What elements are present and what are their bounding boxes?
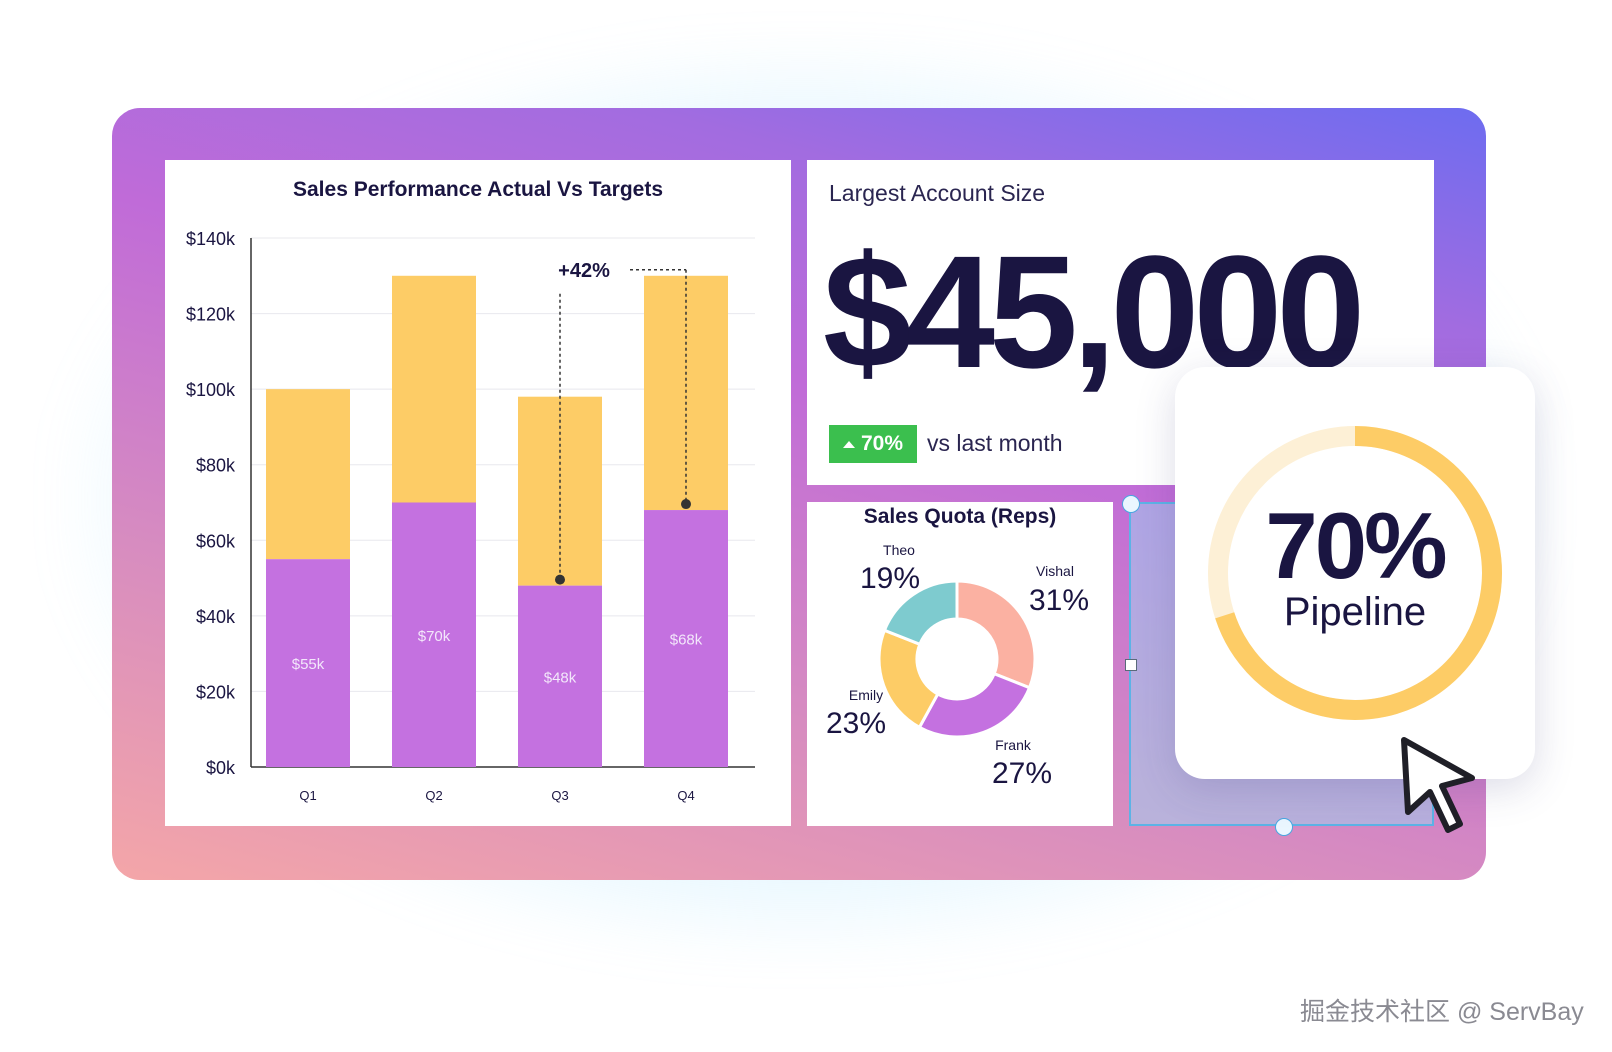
pipeline-label: Pipeline	[1283, 590, 1427, 634]
slice-percent-label: 23%	[826, 707, 886, 740]
sales-performance-panel[interactable]: Sales Performance Actual Vs Targets $0k $2…	[165, 160, 791, 826]
target-bar	[518, 396, 602, 586]
slice-name-label: Theo	[883, 542, 915, 558]
y-tick-label: $60k	[196, 531, 236, 551]
add-handle-bottom[interactable]	[1275, 818, 1293, 836]
resize-handle-left[interactable]	[1125, 659, 1137, 671]
y-tick-label: $80k	[196, 456, 236, 476]
slice-name-label: Emily	[849, 687, 883, 703]
x-tick-label: Q3	[551, 788, 568, 803]
slice-name-label: Vishal	[1036, 563, 1074, 579]
bar-data-label: $48k	[544, 669, 577, 686]
annotation-point-q4	[681, 499, 691, 510]
chart-title: Sales Performance Actual Vs Targets	[293, 178, 663, 201]
actual-bar	[266, 559, 350, 767]
quota-title: Sales Quota (Reps)	[864, 505, 1057, 528]
target-bar	[266, 389, 350, 560]
slice-frank	[917, 671, 1032, 739]
arrow-cursor-icon	[1401, 737, 1475, 833]
pipeline-progress-ring	[1208, 426, 1502, 720]
y-tick-label: $40k	[196, 607, 236, 627]
slice-name-label: Frank	[995, 737, 1032, 753]
y-tick-label: $100k	[186, 380, 236, 400]
change-text: vs last month	[927, 430, 1063, 456]
actual-bar	[392, 502, 476, 767]
account-value: $45,000	[823, 222, 1365, 401]
watermark: 掘金技术社区 @ ServBay	[1300, 998, 1584, 1026]
slice-theo	[882, 579, 959, 647]
slice-percent-label: 27%	[992, 757, 1052, 790]
y-tick-label: $20k	[196, 682, 236, 702]
slice-vishal	[955, 579, 1037, 690]
sales-performance-chart: Sales Performance Actual Vs Targets $0k $2…	[186, 178, 755, 803]
sales-quota-panel[interactable]: Sales Quota (Reps) Vishal 31% Frank 27% Emily…	[807, 502, 1113, 826]
target-bar	[644, 275, 728, 511]
annotation-point-q3	[555, 574, 565, 585]
triangle-up-icon	[842, 440, 855, 448]
pipeline-ring-progress	[1215, 426, 1502, 720]
x-tick-label: Q2	[425, 788, 442, 803]
pipeline-card[interactable]: 70% Pipeline	[1175, 367, 1535, 779]
change-value: 70%	[860, 432, 904, 455]
pipeline-percent: 70%	[1265, 493, 1447, 598]
bar-data-label: $55k	[292, 656, 325, 673]
x-tick-label: Q1	[299, 788, 316, 803]
slice-emily	[877, 628, 940, 730]
y-tick-label: $120k	[186, 305, 236, 325]
actual-bar	[518, 585, 602, 767]
account-label: Largest Account Size	[829, 180, 1046, 206]
actual-bar	[644, 510, 728, 767]
y-tick-label: $140k	[186, 229, 236, 249]
change-badge: 70%	[829, 425, 917, 463]
slice-percent-label: 19%	[860, 562, 920, 595]
bar-data-label: $68k	[670, 632, 703, 649]
move-handle[interactable]	[1122, 495, 1140, 513]
bar-data-label: $70k	[418, 628, 451, 645]
sales-quota-chart: Sales Quota (Reps) Vishal 31% Frank 27% Emily…	[826, 505, 1089, 790]
target-bar	[392, 275, 476, 503]
y-tick-label: $0k	[206, 758, 236, 778]
x-tick-label: Q4	[677, 788, 694, 803]
slice-percent-label: 31%	[1029, 584, 1089, 617]
annotation-label: +42%	[558, 260, 610, 282]
